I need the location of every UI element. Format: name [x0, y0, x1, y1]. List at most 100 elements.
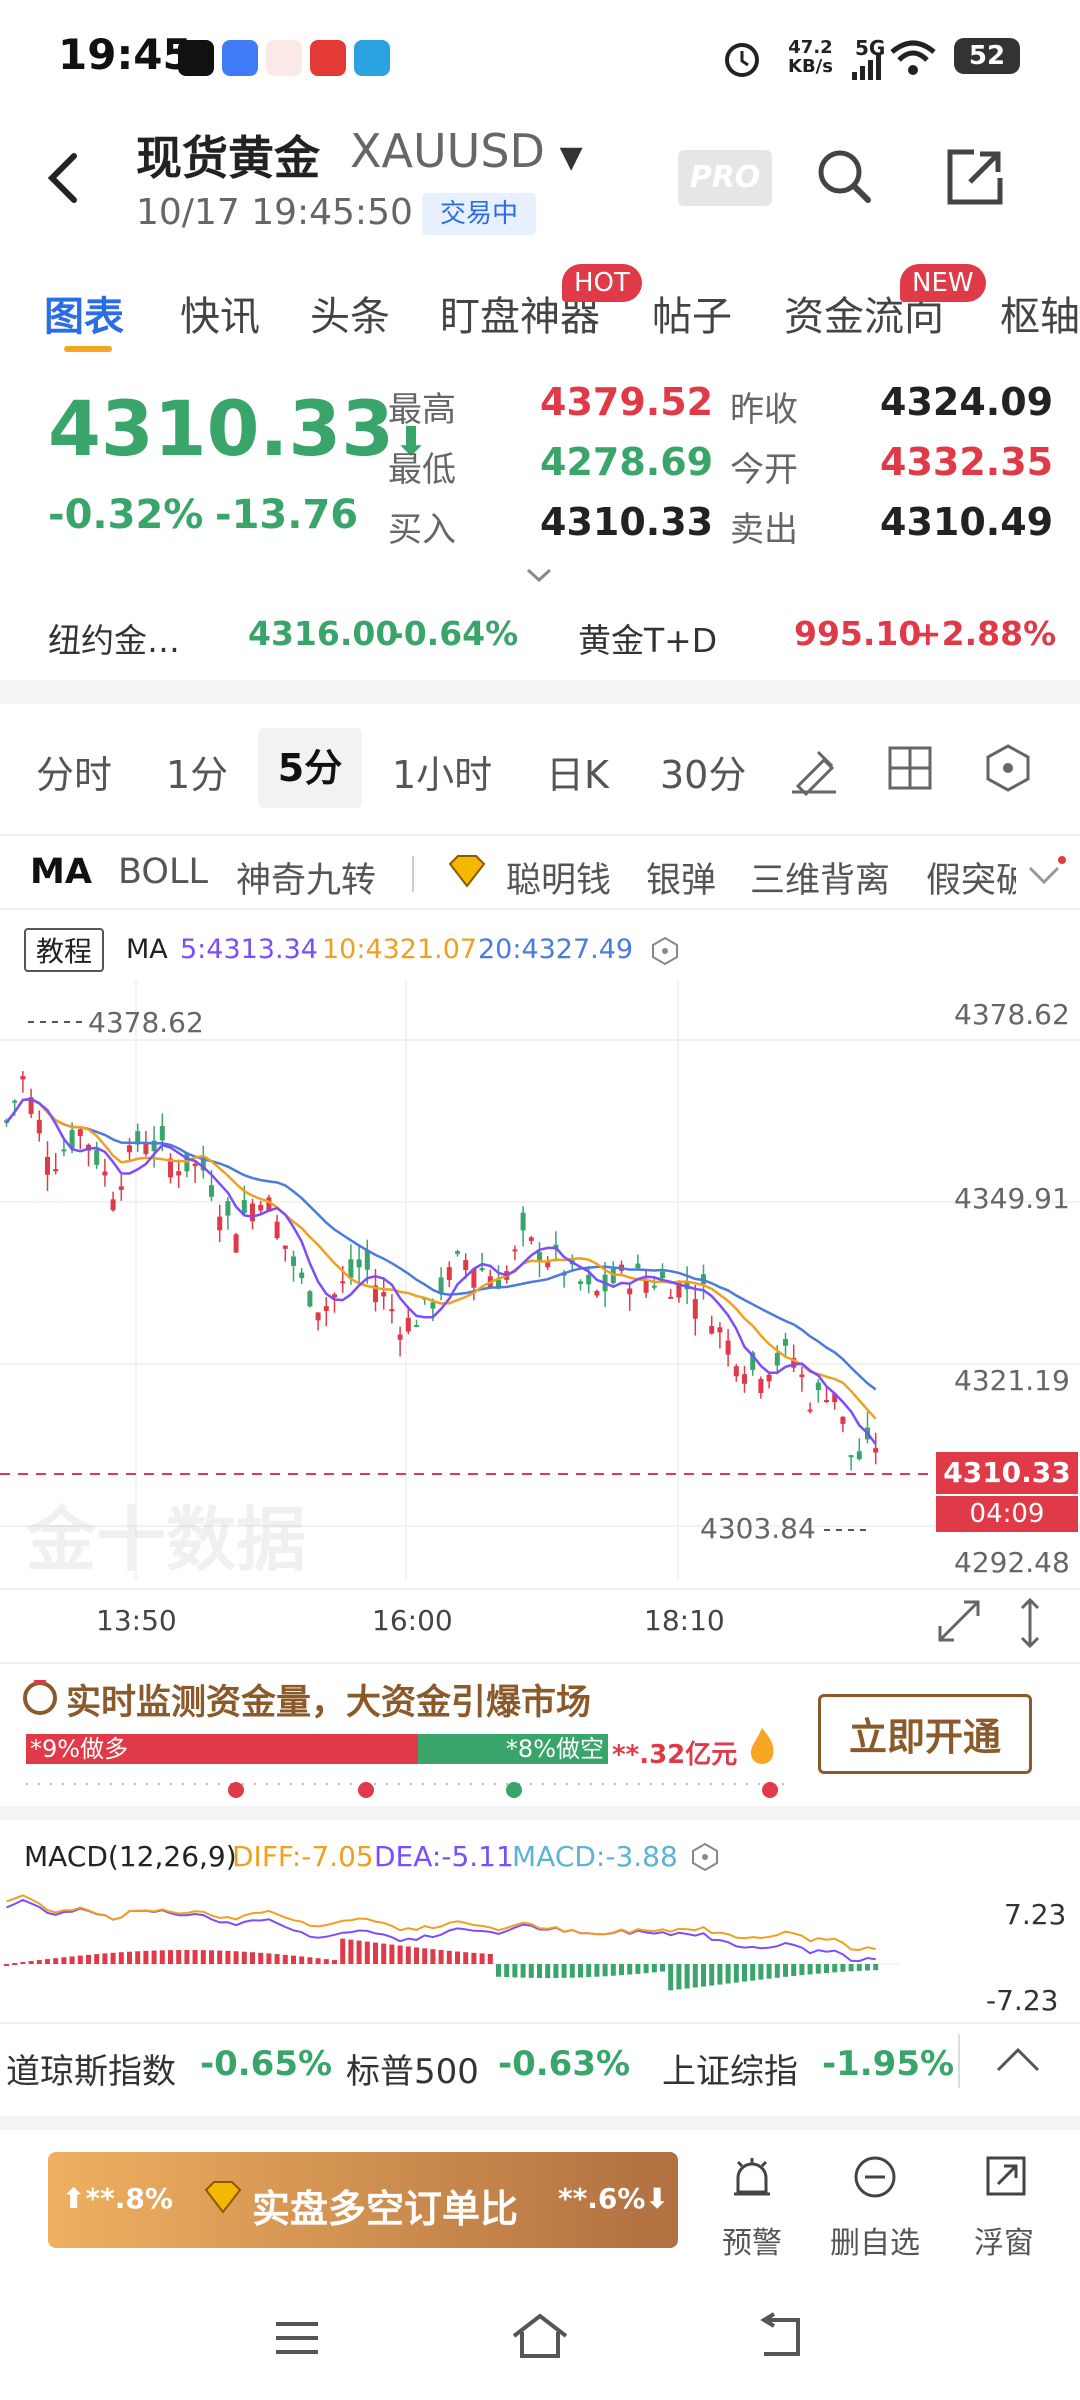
candle — [61, 1149, 67, 1152]
ticker-sp-name[interactable]: 标普500 — [346, 2052, 479, 2092]
candle — [750, 1352, 756, 1370]
candle — [348, 1259, 354, 1278]
remove-favorite-label[interactable]: 删自选 — [830, 2226, 920, 2261]
alert-bell-icon[interactable] — [730, 2154, 774, 2202]
symbol-selector[interactable]: XAUUSD ▼ — [350, 124, 583, 178]
telegram-icon — [354, 40, 390, 76]
period-daily[interactable]: 日K — [546, 753, 609, 797]
home-icon[interactable] — [510, 2310, 570, 2362]
macd-bar — [389, 1944, 395, 1964]
activate-now-button[interactable]: 立即开通 — [818, 1694, 1032, 1774]
fullscreen-icon[interactable] — [934, 1596, 984, 1646]
macd-bar — [487, 1953, 493, 1964]
candle — [364, 1250, 370, 1270]
trade-status-badge: 交易中 — [422, 193, 536, 235]
search-icon[interactable] — [814, 146, 874, 206]
expand-chevron-icon[interactable] — [524, 566, 554, 586]
chevron-up-icon[interactable] — [994, 2044, 1042, 2076]
macd-bar — [758, 1964, 764, 1980]
macd-bar — [135, 1951, 141, 1964]
tab-flash-news[interactable]: 快讯 — [180, 294, 260, 340]
macd-bar — [717, 1964, 723, 1985]
macd-settings-icon[interactable] — [690, 1842, 720, 1872]
candle — [463, 1260, 469, 1270]
tab-pivot[interactable]: 枢轴 — [1000, 294, 1080, 340]
macd-bar — [684, 1964, 690, 1989]
indicator-silver-bullet[interactable]: 银弹 — [646, 861, 717, 901]
back-icon[interactable] — [44, 150, 84, 206]
ticker-dow-change: -0.65% — [200, 2044, 333, 2084]
settings-hex-icon[interactable] — [982, 742, 1034, 794]
active-tab-indicator — [64, 346, 112, 352]
bid-label: 买入 — [388, 510, 456, 550]
shop-icon — [310, 40, 346, 76]
related-name-2[interactable]: 黄金T+D — [578, 621, 718, 660]
vertical-scale-icon[interactable] — [1014, 1596, 1046, 1650]
indicator-divergence[interactable]: 三维背离 — [750, 861, 891, 901]
ticker-sse-name[interactable]: 上证综指 — [662, 2052, 798, 2092]
macd-bar — [553, 1964, 559, 1978]
candle — [110, 1199, 116, 1211]
related-name-1[interactable]: 纽约金… — [48, 621, 180, 660]
candle — [586, 1274, 592, 1285]
news-icon — [266, 40, 302, 76]
macd-bar — [86, 1954, 91, 1964]
candle — [840, 1416, 846, 1424]
float-window-icon[interactable] — [984, 2154, 1028, 2198]
remove-favorite-icon[interactable] — [852, 2154, 898, 2200]
draw-tool-icon[interactable] — [788, 744, 840, 796]
candle — [824, 1399, 829, 1402]
macd-bar — [561, 1964, 567, 1978]
candle — [651, 1285, 657, 1288]
candle — [389, 1309, 395, 1312]
candle — [209, 1185, 214, 1197]
tab-headlines[interactable]: 头条 — [310, 294, 390, 340]
price-chart[interactable] — [0, 980, 1080, 1580]
macd-bar — [832, 1964, 838, 1973]
candle — [69, 1129, 75, 1150]
period-5m[interactable]: 5分 — [258, 728, 362, 808]
bid-value: 4310.33 — [540, 500, 714, 544]
macd-bar — [815, 1964, 821, 1974]
macd-bar — [824, 1964, 829, 1973]
menu-icon[interactable] — [272, 2318, 322, 2358]
period-1h[interactable]: 1小时 — [392, 753, 493, 797]
indicator-boll[interactable]: BOLL — [118, 852, 208, 892]
ticker-dow-name[interactable]: 道琼斯指数 — [6, 2052, 176, 2092]
tutorial-button[interactable]: 教程 — [24, 928, 104, 972]
tab-posts[interactable]: 帖子 — [652, 294, 732, 340]
status-time: 19:45 — [58, 30, 192, 79]
period-30m[interactable]: 30分 — [660, 753, 747, 797]
indicator-td9[interactable]: 神奇九转 — [236, 861, 377, 901]
share-icon[interactable] — [944, 146, 1006, 208]
macd-bar — [364, 1941, 370, 1964]
alert-label[interactable]: 预警 — [722, 2226, 782, 2261]
indicator-fake-breakout[interactable]: 假突破 — [926, 861, 1016, 901]
macd-bar — [783, 1964, 788, 1977]
high-label: 最高 — [388, 390, 456, 430]
indicator-ma[interactable]: MA — [30, 852, 92, 892]
indicator-more-icon[interactable] — [1024, 856, 1068, 890]
macd-bar — [200, 1950, 206, 1964]
macd-chart[interactable] — [0, 1892, 900, 2022]
float-window-label[interactable]: 浮窗 — [974, 2226, 1034, 2261]
candle — [266, 1197, 272, 1212]
back-nav-icon[interactable] — [754, 2312, 808, 2360]
macd-bar — [241, 1951, 247, 1964]
short-pct: **.6%⬇ — [558, 2182, 669, 2215]
macd-bar — [20, 1962, 26, 1965]
candle — [414, 1325, 419, 1328]
period-1m[interactable]: 1分 — [166, 753, 229, 797]
pro-button[interactable]: PRO — [678, 150, 772, 206]
ma-label: MA — [126, 934, 168, 965]
grid-layout-icon[interactable] — [886, 744, 934, 792]
indicator-smart-money[interactable]: 聪明钱 — [506, 861, 612, 901]
ask-value: 4310.49 — [880, 500, 1054, 544]
ma-settings-icon[interactable] — [650, 936, 680, 966]
tab-chart[interactable]: 图表 — [44, 294, 124, 340]
quote-datetime: 10/17 19:45:50 — [136, 192, 413, 233]
long-short-ratio-button[interactable] — [48, 2152, 678, 2248]
macd-bar — [619, 1964, 624, 1976]
period-time-share[interactable]: 分时 — [36, 753, 113, 797]
candle — [873, 1448, 879, 1453]
